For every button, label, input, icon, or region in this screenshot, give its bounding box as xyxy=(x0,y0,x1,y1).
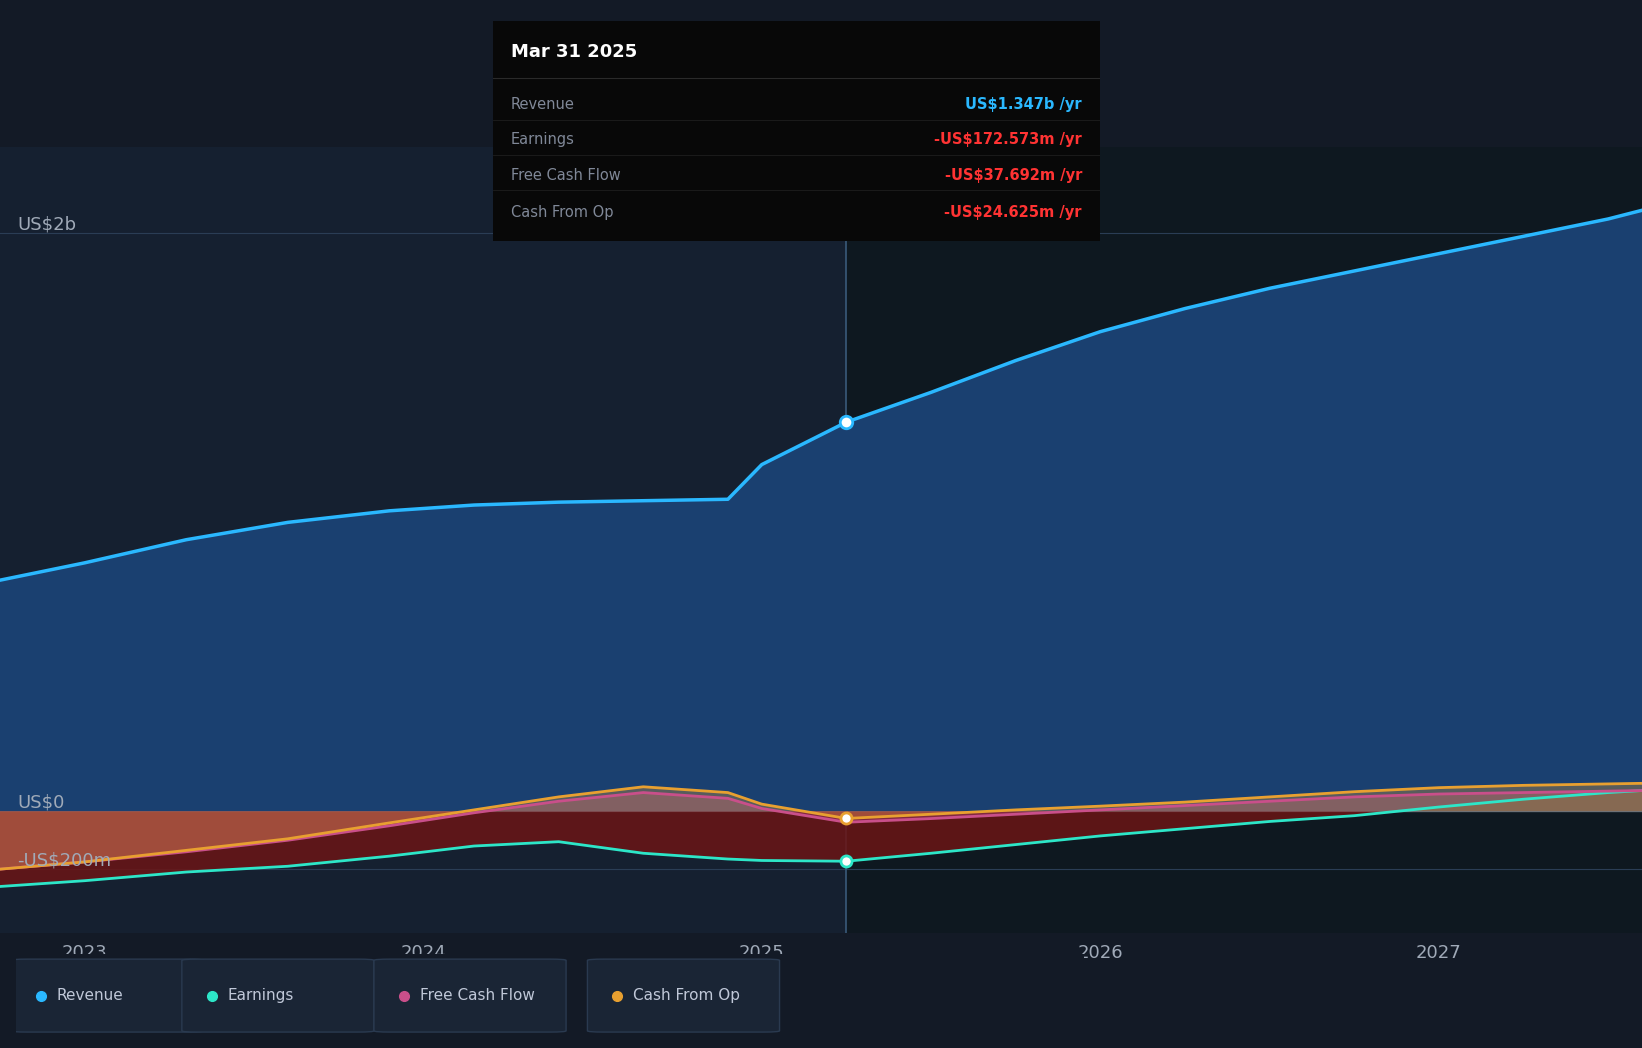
Text: -US$37.692m /yr: -US$37.692m /yr xyxy=(944,168,1082,182)
Text: -US$24.625m /yr: -US$24.625m /yr xyxy=(944,205,1082,220)
Text: Earnings: Earnings xyxy=(228,988,294,1003)
Text: Revenue: Revenue xyxy=(57,988,123,1003)
Text: Analysts Forecasts: Analysts Forecasts xyxy=(857,200,1011,218)
Text: Mar 31 2025: Mar 31 2025 xyxy=(511,43,637,61)
Text: -US$172.573m /yr: -US$172.573m /yr xyxy=(934,132,1082,148)
Text: US$0: US$0 xyxy=(16,793,64,811)
Text: Cash From Op: Cash From Op xyxy=(634,988,741,1003)
FancyBboxPatch shape xyxy=(588,959,780,1032)
Text: US$1.347b /yr: US$1.347b /yr xyxy=(965,97,1082,112)
Text: Free Cash Flow: Free Cash Flow xyxy=(511,168,621,182)
Text: Past: Past xyxy=(801,200,836,218)
Text: Free Cash Flow: Free Cash Flow xyxy=(420,988,535,1003)
FancyBboxPatch shape xyxy=(11,959,204,1032)
Text: Earnings: Earnings xyxy=(511,132,575,148)
Text: Revenue: Revenue xyxy=(511,97,575,112)
Text: US$2b: US$2b xyxy=(16,216,76,234)
FancyBboxPatch shape xyxy=(374,959,566,1032)
Text: Cash From Op: Cash From Op xyxy=(511,205,614,220)
Bar xyxy=(0,147,846,933)
Bar xyxy=(846,147,1642,933)
FancyBboxPatch shape xyxy=(182,959,374,1032)
Text: -US$200m: -US$200m xyxy=(16,851,112,869)
